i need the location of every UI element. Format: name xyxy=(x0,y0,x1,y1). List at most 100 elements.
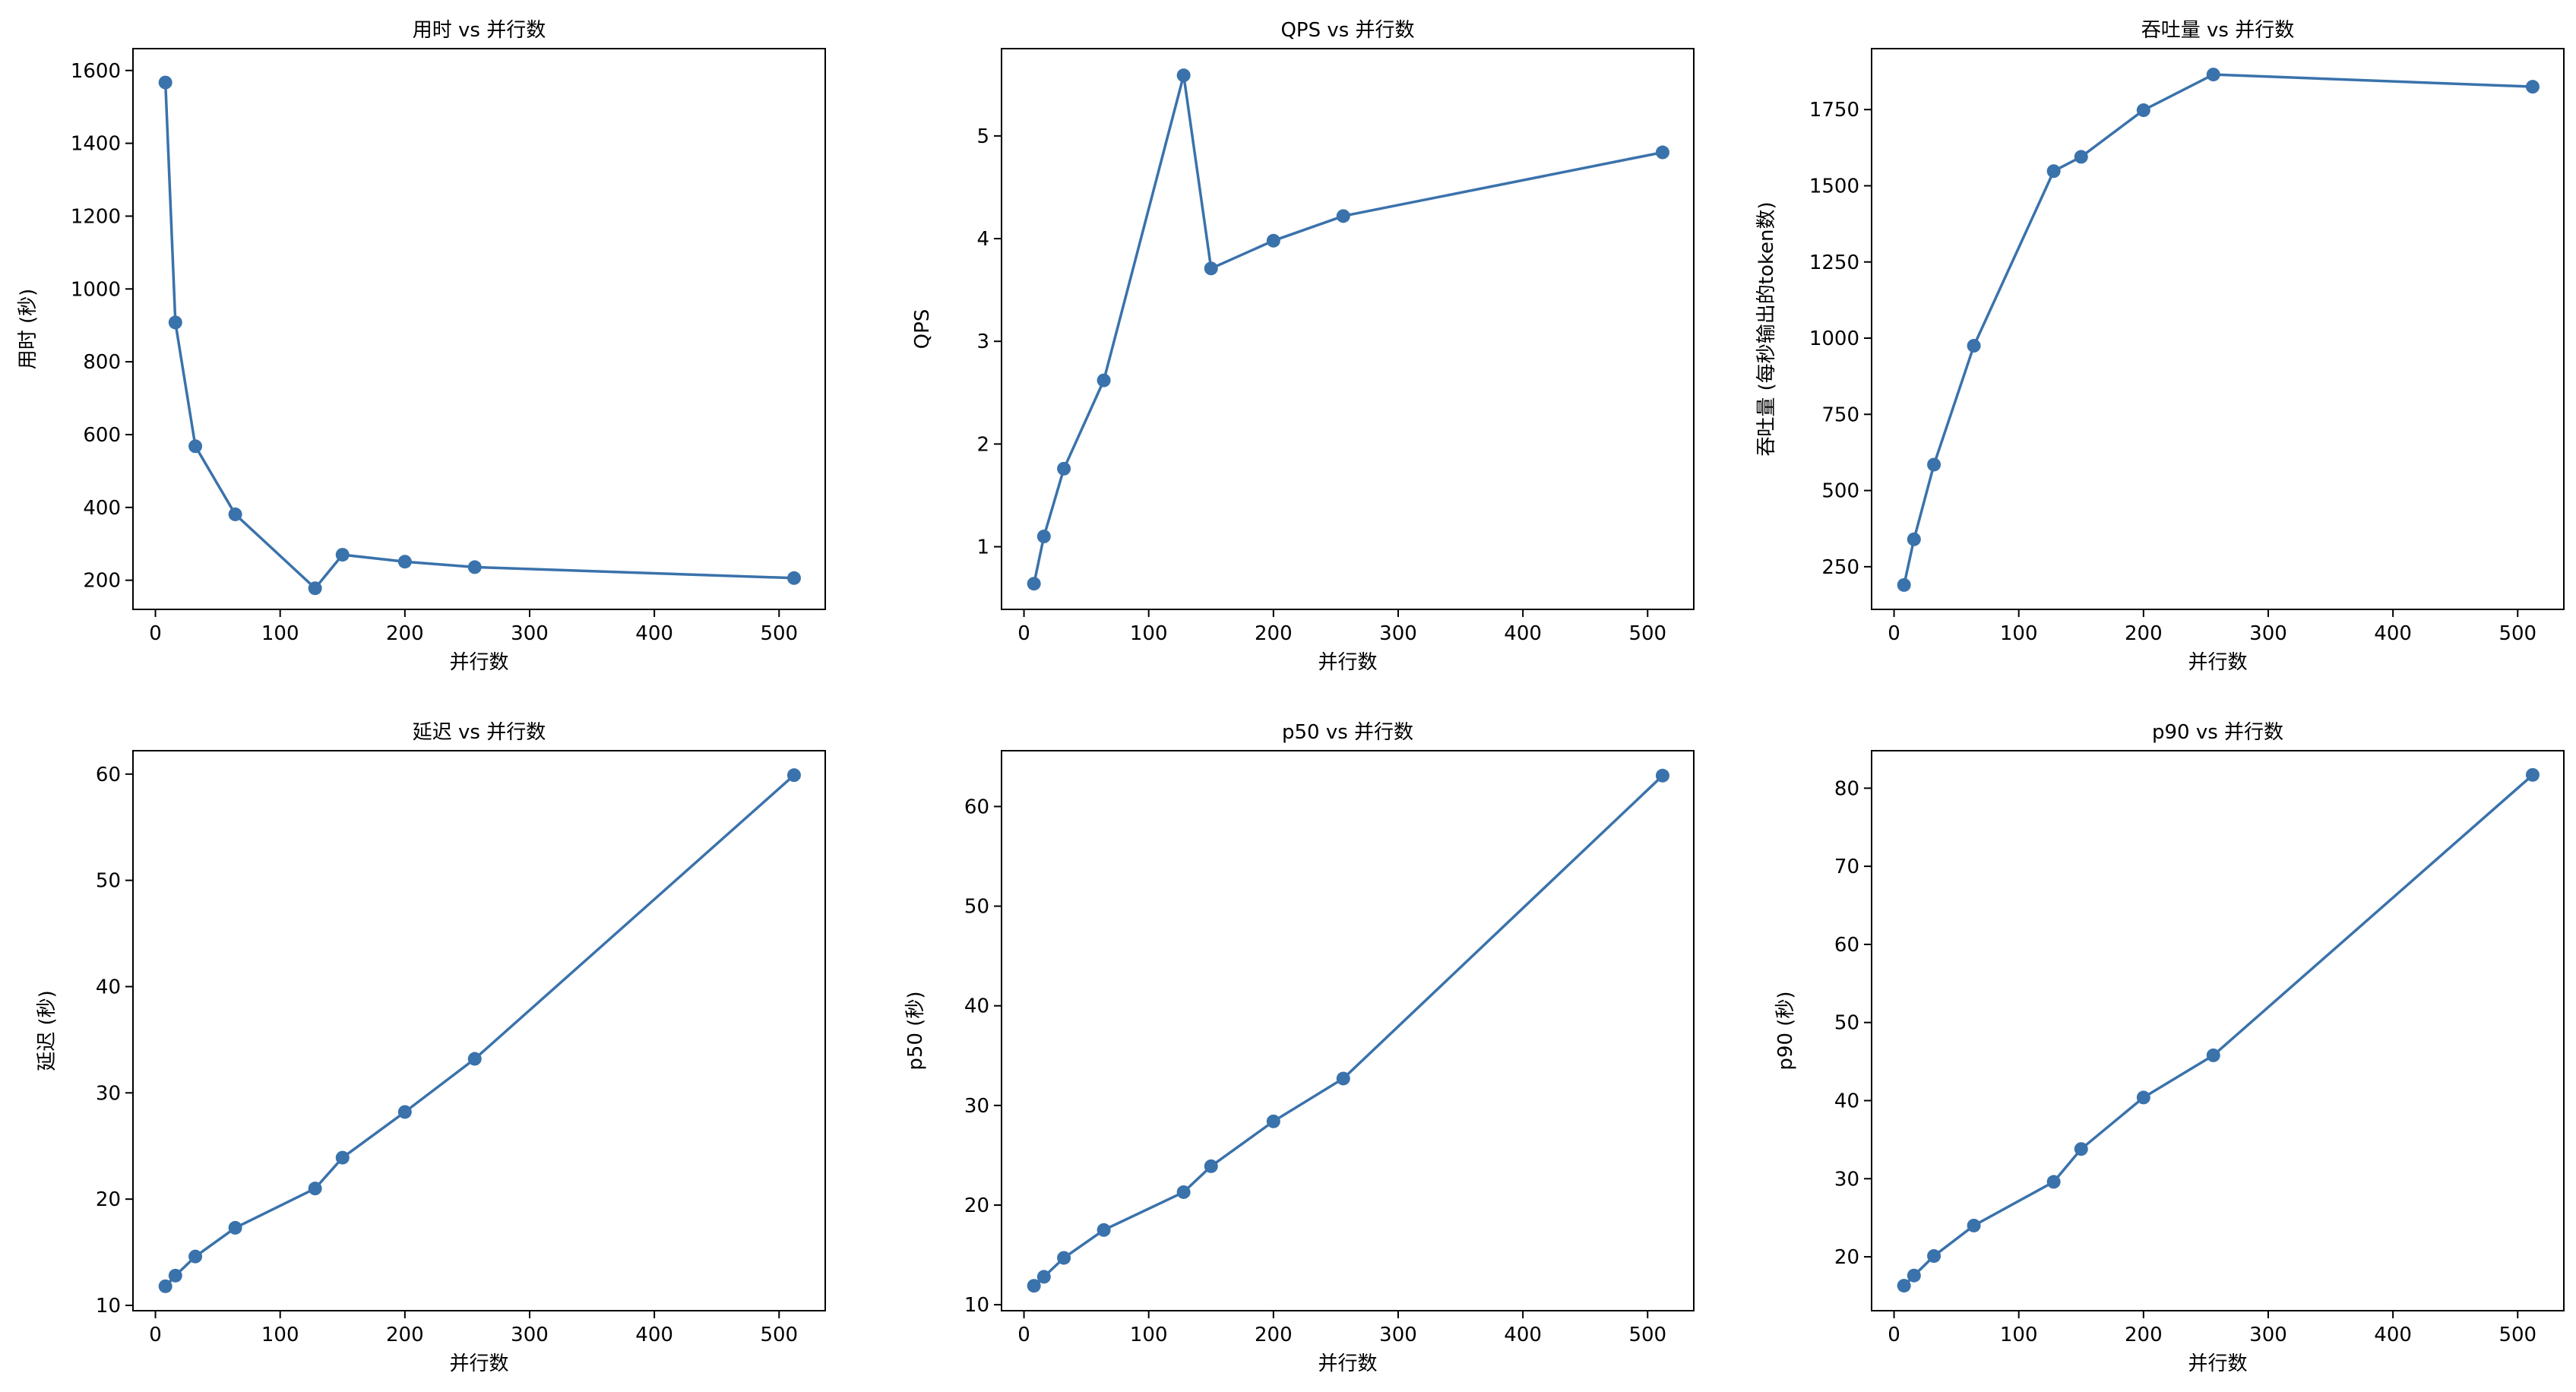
axes-frame xyxy=(1001,750,1695,1311)
y-tick-label: 1000 xyxy=(71,278,121,301)
x-tick-label: 400 xyxy=(1504,622,1542,645)
data-point xyxy=(1907,1268,1921,1283)
data-point xyxy=(308,581,322,596)
subplot-3: 吞吐量 vs 并行数 0 100 200 300 400 500 250 500 750 1000 1… xyxy=(1755,19,2565,674)
x-tick-label: 400 xyxy=(635,1324,673,1346)
chart-title: p90 vs 并行数 xyxy=(2152,721,2283,744)
x-tick-label: 200 xyxy=(386,1324,424,1346)
y-tick-label: 1400 xyxy=(71,133,121,156)
chart-title: p50 vs 并行数 xyxy=(1282,721,1413,744)
x-axis-label: 并行数 xyxy=(2188,651,2247,674)
x-tick-label: 500 xyxy=(2498,1324,2536,1346)
x-axis-label: 并行数 xyxy=(1318,651,1377,674)
x-tick-label: 0 xyxy=(149,1324,162,1346)
x-tick-label: 200 xyxy=(386,622,424,645)
data-point xyxy=(1336,209,1350,223)
x-tick-label: 200 xyxy=(2125,622,2163,645)
data-point xyxy=(1266,233,1280,248)
y-tick-label: 60 xyxy=(964,796,989,818)
data-point xyxy=(2074,150,2088,164)
data-point xyxy=(1176,68,1191,83)
x-tick-label: 0 xyxy=(1017,622,1030,645)
data-point xyxy=(1927,1249,1941,1264)
series-line xyxy=(164,774,796,1288)
x-tick-label: 200 xyxy=(2125,1324,2163,1346)
x-tick-label: 100 xyxy=(261,622,299,645)
x-tick-label: 500 xyxy=(1628,1324,1666,1346)
y-axis-label: p90 (秒) xyxy=(1774,991,1797,1070)
x-tick-label: 100 xyxy=(2000,1324,2038,1346)
y-axis-label: 吞吐量 (每秒输出的token数) xyxy=(1755,201,1778,456)
y-axis-label: QPS xyxy=(911,309,934,350)
series-line xyxy=(1902,73,2533,586)
data-point xyxy=(2046,1175,2061,1189)
series-line xyxy=(1033,774,1664,1287)
data-point xyxy=(158,1279,172,1293)
y-tick-label: 10 xyxy=(964,1294,989,1317)
data-point xyxy=(1057,1251,1071,1265)
subplot-1: 用时 vs 并行数 0 100 200 300 400 500 200 400 600 800 100… xyxy=(17,19,826,674)
x-tick-label: 100 xyxy=(2000,622,2038,645)
y-tick-label: 20 xyxy=(1834,1246,1859,1269)
x-tick-label: 300 xyxy=(511,1324,549,1346)
y-tick-label: 500 xyxy=(1821,480,1859,503)
y-tick-label: 30 xyxy=(96,1082,121,1105)
data-point xyxy=(1967,339,1981,353)
series-line xyxy=(163,82,795,590)
y-tick-label: 1500 xyxy=(1809,175,1859,198)
y-tick-label: 60 xyxy=(96,764,121,786)
data-point xyxy=(467,1052,482,1066)
x-tick-label: 0 xyxy=(149,622,162,645)
y-tick-label: 20 xyxy=(964,1194,989,1217)
y-tick-label: 80 xyxy=(1834,777,1859,800)
x-tick-label: 300 xyxy=(2249,1324,2287,1346)
chart-title: 延迟 vs 并行数 xyxy=(413,721,546,744)
x-axis-label: 并行数 xyxy=(449,1352,508,1375)
data-point xyxy=(2074,1142,2088,1156)
subplot-2: QPS vs 并行数 0 100 200 300 400 500 1 2 3 4 5 并行数 QPS xyxy=(911,19,1695,674)
data-point xyxy=(228,507,242,521)
y-axis-label: 延迟 (秒) xyxy=(36,990,59,1071)
data-point xyxy=(1057,461,1071,476)
data-point xyxy=(2525,767,2540,782)
data-point xyxy=(1176,1185,1191,1199)
data-point xyxy=(786,571,801,585)
y-tick-label: 250 xyxy=(1821,556,1859,579)
x-tick-label: 400 xyxy=(2374,622,2412,645)
x-axis-label: 并行数 xyxy=(449,651,508,674)
data-point xyxy=(1266,1114,1280,1128)
axes-frame xyxy=(1001,48,1695,610)
y-tick-label: 4 xyxy=(976,228,989,251)
data-point xyxy=(467,560,482,574)
y-axis-label: 用时 (秒) xyxy=(17,289,40,370)
axes-frame xyxy=(132,48,826,610)
y-tick-label: 20 xyxy=(96,1188,121,1211)
x-tick-label: 200 xyxy=(1255,1324,1293,1346)
data-point xyxy=(1027,577,1041,591)
data-point xyxy=(335,548,350,562)
x-tick-label: 100 xyxy=(1130,622,1168,645)
x-tick-label: 300 xyxy=(1379,1324,1417,1346)
y-tick-label: 1750 xyxy=(1809,99,1859,122)
x-tick-label: 400 xyxy=(2374,1324,2412,1346)
data-point xyxy=(1907,532,1921,546)
data-point xyxy=(2206,1048,2220,1062)
x-tick-label: 300 xyxy=(511,622,549,645)
x-axis-label: 并行数 xyxy=(2188,1352,2247,1375)
x-tick-label: 100 xyxy=(261,1324,299,1346)
y-tick-label: 70 xyxy=(1834,856,1859,878)
x-tick-label: 0 xyxy=(1888,1324,1900,1346)
y-tick-label: 50 xyxy=(1834,1012,1859,1035)
data-point xyxy=(2525,80,2540,94)
data-point xyxy=(397,1105,412,1119)
data-point xyxy=(1036,1270,1051,1284)
data-point xyxy=(308,1182,322,1196)
y-tick-label: 50 xyxy=(964,896,989,919)
subplot-6: p90 vs 并行数 0 100 200 300 400 500 20 30 40 50 60 70 80… xyxy=(1774,721,2565,1375)
x-tick-label: 0 xyxy=(1888,622,1900,645)
y-tick-label: 30 xyxy=(1834,1168,1859,1191)
y-tick-label: 750 xyxy=(1821,403,1859,426)
x-tick-label: 500 xyxy=(1628,622,1666,645)
y-tick-label: 400 xyxy=(83,497,121,520)
